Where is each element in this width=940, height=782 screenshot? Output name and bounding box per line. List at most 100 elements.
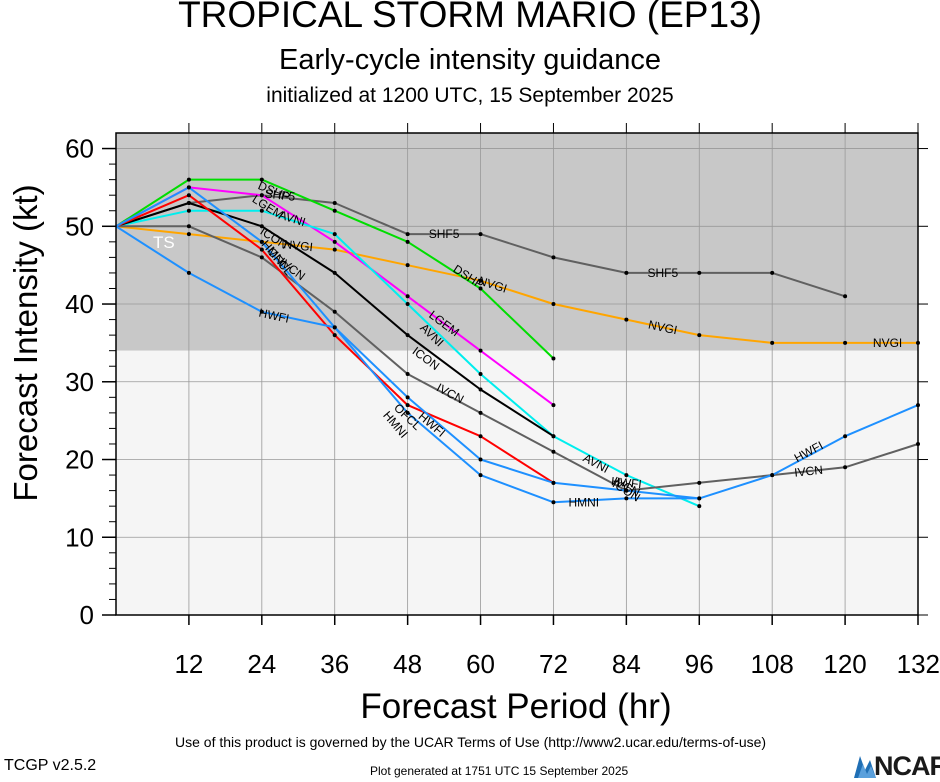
point-avni <box>478 372 483 376</box>
x-tick-label: 24 <box>247 649 276 679</box>
point-icon <box>332 270 337 275</box>
x-tick-label: 60 <box>466 649 495 679</box>
series-label-text: NVGI <box>647 318 679 338</box>
x-tick-label: 72 <box>539 649 568 679</box>
point-nvgi <box>624 317 629 322</box>
point-hmni <box>405 410 410 415</box>
y-tick-label: 30 <box>65 367 94 397</box>
chart-title: TROPICAL STORM MARIO (EP13) <box>178 0 762 35</box>
y-tick-label: 40 <box>65 289 94 319</box>
point-hwfi <box>186 270 191 275</box>
point-hmni <box>551 500 556 505</box>
plot-frame <box>115 132 919 616</box>
y-tick-label: 50 <box>65 211 94 241</box>
point-ivcn <box>697 480 702 485</box>
point-nvgi <box>697 333 702 338</box>
point-shf5 <box>770 270 775 275</box>
point-lgem <box>551 403 556 408</box>
x-tick-label: 108 <box>750 649 793 679</box>
y-axis-label: Forecast Intensity (kt) <box>7 184 44 501</box>
x-tick-label: 84 <box>612 649 641 679</box>
x-tick-label: 132 <box>897 649 940 679</box>
point-hmni <box>624 496 629 501</box>
point-nvgi <box>770 340 775 345</box>
series-label-text: SHF5 <box>647 266 678 280</box>
point-nvgi <box>478 278 483 283</box>
ncar-logo: NCAR <box>852 751 940 781</box>
point-shf5 <box>478 232 483 237</box>
point-shf5 <box>843 294 848 299</box>
x-tick-label: 120 <box>823 649 866 679</box>
point-ivcn <box>405 372 410 376</box>
series-label-text: NVGI <box>873 336 902 350</box>
point-dshp <box>478 286 483 291</box>
point-ofcl <box>405 403 410 408</box>
series-label-nvgi: NVGI <box>283 237 314 254</box>
y-tick-label: 20 <box>65 445 94 475</box>
point-avni <box>186 208 191 213</box>
x-axis-label: Forecast Period (hr) <box>360 687 671 726</box>
ncar-logo-icon <box>854 756 876 778</box>
generated-timestamp: Plot generated at 1751 UTC 15 September … <box>370 764 629 778</box>
point-hwfi <box>478 457 483 462</box>
point-avni <box>697 504 702 509</box>
point-hwfi <box>405 395 410 400</box>
series-label-hwfi: HWFI <box>258 306 291 326</box>
point-ivcn <box>843 465 848 470</box>
series-label-text: NVGI <box>283 237 314 254</box>
point-ofcl <box>478 434 483 439</box>
point-hwfi <box>770 473 775 478</box>
point-hmni <box>259 239 264 244</box>
point-ivcn <box>259 255 264 260</box>
point-nvgi <box>843 340 848 345</box>
point-ivcn <box>551 449 556 454</box>
ncar-logo-text: NCAR <box>874 751 940 781</box>
point-hwfi <box>843 434 848 439</box>
point-icon <box>478 387 483 392</box>
point-lgem <box>478 348 483 353</box>
point-hwfi <box>697 496 702 501</box>
point-dshp <box>259 177 264 182</box>
point-hwfi <box>551 480 556 485</box>
point-hmni <box>478 473 483 478</box>
point-icon <box>186 200 191 205</box>
point-dshp <box>551 356 556 361</box>
y-tick-label: 0 <box>80 600 94 630</box>
y-tick-label: 60 <box>65 134 94 164</box>
series-label-text: HWFI <box>610 474 642 491</box>
point-avni <box>624 473 629 478</box>
series-label-nvgi: NVGI <box>873 336 902 350</box>
series-ivcn <box>116 225 919 492</box>
point-lgem <box>332 239 337 244</box>
series-label-shf5: SHF5 <box>647 266 678 280</box>
series-label-text: SHF5 <box>429 227 460 241</box>
series-label-text: IVCN <box>794 463 824 480</box>
point-nvgi <box>405 263 410 268</box>
point-shf5 <box>697 270 702 275</box>
point-ofcl <box>259 247 264 252</box>
model-series <box>115 177 920 509</box>
series-label-text: HWFI <box>258 306 291 326</box>
point-dshp <box>332 208 337 213</box>
series-label-shf5: SHF5 <box>264 187 296 204</box>
band-label-ts: TS <box>153 233 175 252</box>
point-hwfi <box>259 309 264 314</box>
y-tick-label: 10 <box>65 522 94 552</box>
series-label-hwfi: HWFI <box>610 474 642 491</box>
x-tick-label: 36 <box>320 649 349 679</box>
series-hwfi <box>115 225 919 500</box>
point-lgem <box>259 193 264 198</box>
point-ofcl <box>186 193 191 198</box>
point-icon <box>551 434 556 439</box>
point-hwfi <box>624 488 629 493</box>
point-shf5 <box>405 232 410 237</box>
chart-subtitle: Early-cycle intensity guidance <box>278 44 661 76</box>
point-dshp <box>405 239 410 244</box>
point-hwfi <box>332 325 337 330</box>
point-ivcn <box>186 224 191 229</box>
point-ivcn <box>332 309 337 314</box>
point-shf5 <box>551 255 556 260</box>
intensity-bands: TS <box>116 133 918 615</box>
series-label-nvgi: NVGI <box>647 318 679 338</box>
point-icon <box>259 224 264 229</box>
